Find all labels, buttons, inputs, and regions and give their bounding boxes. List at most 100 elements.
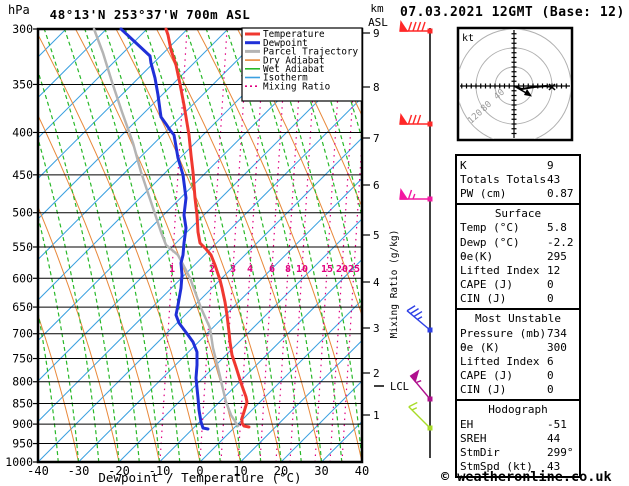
mixing-ratio-axis-label: Mixing Ratio (g/kg): [389, 230, 400, 339]
background-grid: 1 2 3 4 6 8 10 15 20 25: [36, 27, 364, 464]
table-row: Temp (°C) 5.8: [460, 221, 576, 235]
temp-tick-label: 20: [274, 464, 288, 478]
row-value: 0.87: [547, 186, 574, 200]
temp-tick-label: 10: [233, 464, 247, 478]
table-row: Dewp (°C) -2.2: [460, 235, 576, 249]
row-value: 6: [547, 355, 554, 369]
mixing-ratio-value: 4: [247, 264, 253, 275]
wind-barb-staff: [399, 20, 433, 458]
row-label: Pressure (mb): [460, 326, 547, 340]
row-label: K: [460, 158, 467, 172]
table-row: Lifted Index 12: [460, 263, 576, 277]
x-axis-label: Dewpoint / Temperature (°C): [98, 470, 301, 485]
wind-barb: [408, 401, 431, 429]
plot-border: [36, 27, 364, 464]
mixing-ratio-value: 20: [336, 264, 348, 275]
mixing-ratio-value: 10: [296, 264, 308, 275]
hodograph-unit-label: kt: [462, 33, 474, 44]
pressure-tick-label: 600: [12, 271, 33, 285]
wind-barb: [399, 20, 430, 32]
mixing-ratio-labels: 1 2 3 4 6 8 10 15 20 25: [169, 264, 360, 275]
km-axis-header-2: ASL: [368, 16, 388, 29]
wind-level-marker: [427, 327, 433, 333]
km-tick-label: 2: [373, 367, 380, 380]
pressure-tick-label: 950: [12, 437, 33, 451]
pressure-tick-label: 900: [12, 417, 33, 431]
km-tick-label: 5: [373, 229, 380, 242]
wind-barb: [399, 188, 430, 200]
table-row: EH -51: [460, 417, 576, 431]
mixing-ratio-value: 1: [169, 264, 175, 275]
row-value: 5.8: [547, 221, 567, 235]
temp-tick-label: 40: [355, 464, 369, 478]
table-row: θe(K) 295: [460, 249, 576, 263]
row-value: 44: [547, 431, 561, 445]
pressure-tick-label: 400: [12, 125, 33, 139]
mixing-ratio-value: 3: [230, 264, 236, 275]
row-label: StmSpd (kt): [460, 460, 533, 474]
table-row: StmSpd (kt) 43: [460, 460, 576, 474]
row-label: Totals Totals: [460, 172, 547, 186]
row-label: PW (cm): [460, 186, 507, 200]
storm-motion-arrowhead: [524, 89, 532, 97]
row-label: CIN (J): [460, 383, 507, 397]
profile-curves: [92, 27, 251, 431]
pressure-tick-label: 500: [12, 206, 33, 220]
pressure-tick-label: 750: [12, 352, 33, 366]
pressure-tick-label: 550: [12, 240, 33, 254]
pressure-tick-label: 350: [12, 77, 33, 91]
row-value: 299°: [547, 446, 574, 460]
row-label: Lifted Index: [460, 355, 540, 369]
row-label: Temp (°C): [460, 221, 520, 235]
section-header: Surface: [494, 206, 542, 220]
mixing-ratio-value: 25: [348, 264, 360, 275]
axis-ticks: 3003504004505005506006507007508008509009…: [5, 22, 380, 478]
row-value: 300: [547, 340, 567, 354]
temp-tick-label: 30: [314, 464, 328, 478]
row-label: CAPE (J): [460, 278, 513, 292]
legend-label: Temperature: [263, 29, 325, 40]
legend-label: Mixing Ratio: [263, 81, 330, 92]
wind-level-marker: [427, 121, 433, 127]
wind-level-marker: [427, 396, 433, 402]
lcl-label: LCL: [390, 381, 409, 393]
km-tick-label: 9: [373, 27, 380, 40]
legend-label: Parcel Trajectory: [263, 47, 359, 58]
table-row: SREH 44: [460, 431, 576, 445]
hodograph-trace: [513, 84, 553, 91]
pressure-tick-label: 450: [12, 168, 33, 182]
surface-table: Surface Temp (°C) 5.8 Dewp (°C) -2.2 θe(K)…: [455, 202, 581, 310]
temp-tick-label: -10: [149, 464, 171, 478]
km-axis-header-1: km: [370, 2, 384, 15]
table-row: θe (K) 300: [460, 340, 576, 354]
km-tick-label: 3: [373, 322, 380, 335]
row-value: 0: [547, 383, 554, 397]
chart-title: 48°13'N 253°37'W 700m ASL: [50, 7, 251, 22]
mixing-ratio-value: 6: [269, 264, 275, 275]
table-row: StmDir 299°: [460, 446, 576, 460]
row-value: 0: [547, 369, 554, 383]
table-row: CAPE (J) 0: [460, 369, 576, 383]
most-unstable-table: Most Unstable Pressure (mb) 734 θe (K) 300…: [455, 307, 581, 401]
legend-label: Wet Adiabat: [263, 64, 325, 75]
pressure-tick-label: 650: [12, 300, 33, 314]
legend-label: Isotherm: [263, 73, 308, 84]
parcel-trajectory-curve: [92, 27, 240, 428]
mixing-ratio-value: 2: [209, 264, 215, 275]
row-label: CAPE (J): [460, 369, 513, 383]
table-row: Lifted Index 6: [460, 354, 576, 368]
hodograph-table: Hodograph EH -51 SREH 44 StmDir 299° StmSpd…: [455, 399, 581, 478]
pressure-tick-label: 300: [12, 22, 33, 36]
km-tick-label: 1: [373, 409, 380, 422]
wind-barb: [409, 369, 431, 400]
mixing-ratio-value: 8: [285, 264, 291, 275]
temp-tick-label: -30: [68, 464, 90, 478]
temperature-curve: [164, 27, 251, 429]
wind-level-marker: [427, 425, 433, 431]
copyright-line: © weatheronline.co.uk: [441, 469, 612, 485]
hodograph-end-marker: [548, 83, 556, 91]
row-value: -51: [547, 417, 567, 431]
